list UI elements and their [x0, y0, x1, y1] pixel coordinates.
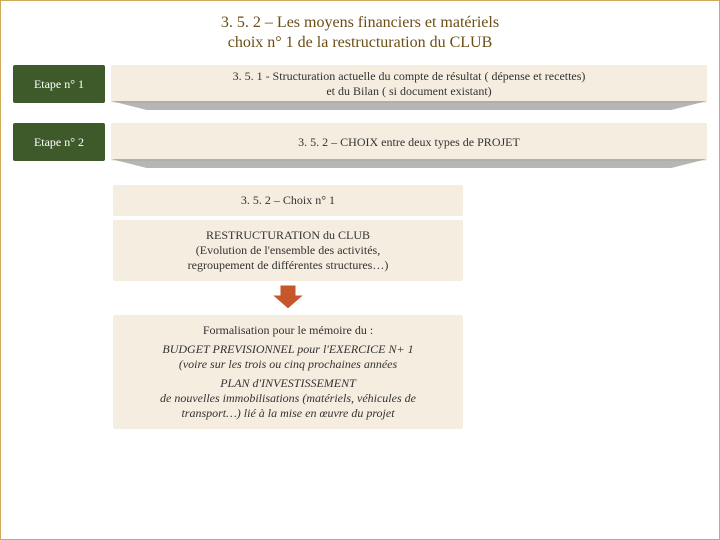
slide-frame: 3. 5. 2 – Les moyens financiers et matér…: [0, 0, 720, 540]
stage-2-body: 3. 5. 2 – CHOIX entre deux types de PROJ…: [111, 123, 707, 161]
formal-l6: transport…) lié à la mise en œuvre du pr…: [123, 406, 453, 421]
stage-1-label: Etape n° 1: [13, 65, 105, 103]
formal-l2: BUDGET PREVISIONNEL pour l'EXERCICE N+ 1: [123, 342, 453, 357]
stage-2-label: Etape n° 2: [13, 123, 105, 161]
restruct-l1: RESTRUCTURATION du CLUB: [123, 228, 453, 243]
stage-2-row: Etape n° 2 3. 5. 2 – CHOIX entre deux ty…: [13, 123, 707, 161]
restruct-l3: regroupement de différentes structures…): [123, 258, 453, 273]
arrow-down-1: [113, 283, 463, 311]
formal-l1: Formalisation pour le mémoire du :: [123, 323, 453, 338]
arrow-down-icon: [270, 283, 306, 311]
spacer: [13, 109, 707, 123]
spacer: [13, 167, 707, 185]
title-line-2: choix n° 1 de la restructuration du CLUB: [13, 33, 707, 53]
choice-text: 3. 5. 2 – Choix n° 1: [123, 193, 453, 208]
formalisation-box: Formalisation pour le mémoire du : BUDGE…: [113, 315, 463, 429]
stage-1-text-l2: et du Bilan ( si document existant): [326, 84, 491, 99]
stage-1-body: 3. 5. 1 - Structuration actuelle du comp…: [111, 65, 707, 103]
title-line-1: 3. 5. 2 – Les moyens financiers et matér…: [13, 13, 707, 33]
stage-2-text: 3. 5. 2 – CHOIX entre deux types de PROJ…: [298, 135, 520, 150]
slide-title: 3. 5. 2 – Les moyens financiers et matér…: [13, 13, 707, 53]
formal-l5: de nouvelles immobilisations (matériels,…: [123, 391, 453, 406]
choice-box: 3. 5. 2 – Choix n° 1: [113, 185, 463, 216]
restruct-l2: (Evolution de l'ensemble des activités,: [123, 243, 453, 258]
formal-l4: PLAN d'INVESTISSEMENT: [123, 376, 453, 391]
restructuration-box: RESTRUCTURATION du CLUB (Evolution de l'…: [113, 220, 463, 281]
formal-l3: (voire sur les trois ou cinq prochaines …: [123, 357, 453, 372]
boxes-column: 3. 5. 2 – Choix n° 1 RESTRUCTURATION du …: [113, 185, 707, 429]
stage-1-text-l1: 3. 5. 1 - Structuration actuelle du comp…: [233, 69, 586, 84]
stage-1-row: Etape n° 1 3. 5. 1 - Structuration actue…: [13, 65, 707, 103]
